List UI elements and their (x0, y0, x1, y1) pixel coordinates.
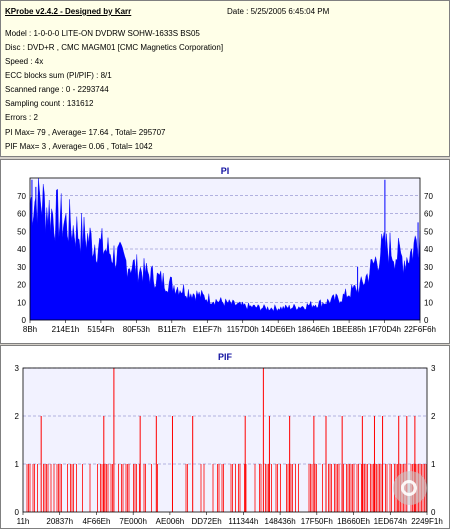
pi-y-tick-right: 20 (424, 281, 433, 290)
scan-date: Date : 5/25/2005 6:45:04 PM (227, 7, 330, 16)
pi-x-tick-label: 80F53h (123, 325, 150, 334)
sampling-line: Sampling count : 131612 (5, 99, 94, 108)
pi-x-tick-label: 22F6F6h (404, 325, 436, 334)
ecc-line: ECC blocks sum (PI/PIF) : 8/1 (5, 71, 112, 80)
pi-y-tick-left: 30 (17, 263, 26, 272)
watermark-logo-icon (393, 471, 427, 505)
pif-chart-title: PIF (217, 352, 232, 362)
pif-y-tick-left: 0 (15, 508, 20, 517)
pi-y-tick-right: 70 (424, 192, 433, 201)
pi-x-tick-label: 214E1h (52, 325, 80, 334)
pi-y-tick-left: 10 (17, 298, 26, 307)
model-line: Model : 1-0-0-0 LITE-ON DVDRW SOHW-1633S… (5, 29, 200, 38)
pi-y-tick-left: 50 (17, 227, 26, 236)
speed-line: Speed : 4x (5, 57, 44, 66)
pif-y-tick-left: 2 (15, 412, 20, 421)
pi-y-tick-left: 40 (17, 245, 26, 254)
pi-chart-panel: PI 0 0 10 10 20 20 30 30 40 40 50 50 60 60 70 70 8Bh 214E… (0, 159, 450, 344)
pif-plot-border (22, 367, 428, 513)
pif-x-tick-label: 17F50Fh (301, 517, 333, 526)
pif-x-tick-label: 7E000h (119, 517, 147, 526)
pi-y-tick-right: 50 (424, 227, 433, 236)
pi-y-tick-left: 0 (22, 316, 27, 325)
pi-stats-line: PI Max= 79 , Average= 17.64 , Total= 295… (5, 128, 166, 137)
pi-y-tick-right: 0 (424, 316, 429, 325)
pi-y-tick-right: 10 (424, 298, 433, 307)
pif-x-tick-label: 1ED674h (374, 517, 407, 526)
pif-y-tick-left: 3 (15, 364, 20, 373)
pif-y-tick-right: 0 (431, 508, 436, 517)
disc-line: Disc : DVD+R , CMC MAGM01 [CMC Magnetics… (5, 43, 224, 52)
pi-x-tick-label: E1EF7h (193, 325, 222, 334)
pi-plot-border (29, 177, 421, 321)
pi-y-tick-right: 40 (424, 245, 433, 254)
errors-line: Errors : 2 (5, 113, 38, 122)
pif-y-tick-right: 2 (431, 412, 436, 421)
pif-x-tick-label: DD72Eh (192, 517, 222, 526)
pi-x-tick-label: 14DE6Eh (261, 325, 295, 334)
pi-x-tick-label: 18646Eh (298, 325, 330, 334)
pif-x-tick-label: 2249F1h (411, 517, 443, 526)
pif-chart-panel: PIF 0 0 1 1 2 2 3 3 11h 20837h 4F66Eh 7E000h AE006h D… (0, 345, 450, 529)
pi-y-tick-left: 60 (17, 210, 26, 219)
pi-x-tick-label: 5154Fh (87, 325, 114, 334)
pif-x-tick-label: 148436h (265, 517, 296, 526)
pif-x-tick-label: 111344h (228, 517, 258, 526)
pi-y-tick-left: 70 (17, 192, 26, 201)
pif-x-tick-label: 1B660Eh (337, 517, 370, 526)
pif-x-tick-label: AE006h (156, 517, 184, 526)
pif-x-tick-label: 4F66Eh (82, 517, 110, 526)
pi-x-tick-label: 1BEE85h (332, 325, 366, 334)
pi-x-tick-label: 8Bh (23, 325, 37, 334)
pif-y-tick-left: 1 (15, 460, 20, 469)
pi-chart: 0 0 10 10 20 20 30 30 40 40 50 50 60 60 70 70 8Bh 214E1h 5… (17, 177, 436, 334)
pi-y-tick-right: 60 (424, 210, 433, 219)
pi-x-tick-label: 1F70D4h (368, 325, 401, 334)
pif-y-tick-right: 1 (431, 460, 436, 469)
pi-x-tick-label: B11E7h (158, 325, 186, 334)
pif-chart: 0 0 1 1 2 2 3 3 11h 20837h 4F66Eh 7E000h AE006h DD72E… (15, 364, 443, 526)
pif-x-tick-label: 20837h (46, 517, 73, 526)
range-line: Scanned range : 0 - 2293744 (5, 85, 109, 94)
disc-info-panel: KProbe v2.4.2 - Designed by Karr Date : … (0, 0, 450, 157)
pi-y-tick-right: 30 (424, 263, 433, 272)
app-title: KProbe v2.4.2 - Designed by Karr (5, 7, 132, 16)
pif-y-tick-right: 3 (431, 364, 436, 373)
pif-stats-line: PIF Max= 3 , Average= 0.06 , Total= 1042 (5, 142, 153, 151)
pi-y-tick-left: 20 (17, 281, 26, 290)
pi-chart-title: PI (220, 166, 230, 176)
pif-x-tick-label: 11h (17, 517, 30, 526)
pi-series-area (29, 177, 421, 321)
pi-x-tick-label: 1157D0h (227, 325, 259, 334)
